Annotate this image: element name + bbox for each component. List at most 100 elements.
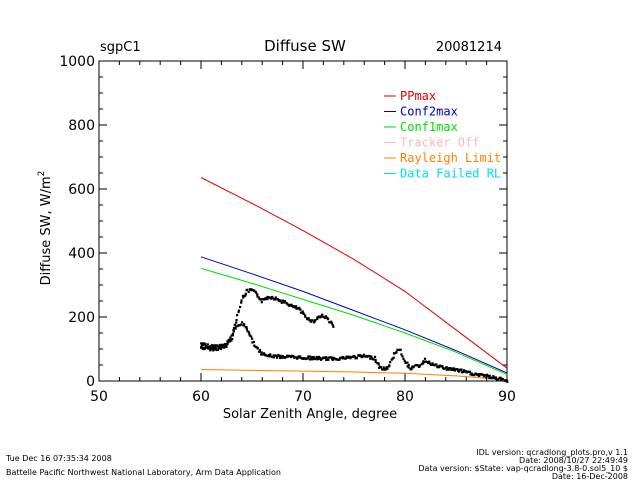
scatter-upper-point (237, 311, 240, 314)
scatter-lower-point (205, 344, 208, 348)
scatter-lower-point (446, 368, 449, 371)
scatter-lower-point (281, 355, 284, 358)
scatter-lower-point (401, 355, 404, 358)
site-label: sgpC1 (100, 40, 141, 55)
scatter-lower-point (312, 358, 315, 361)
x-tick-label: 50 (90, 389, 108, 405)
scatter-lower-point (359, 354, 362, 357)
scatter-lower-point (324, 356, 328, 359)
scatter-lower-point (260, 353, 263, 356)
scatter-lower-point (474, 372, 477, 375)
scatter-lower-point (252, 340, 255, 343)
scatter-lower-point (381, 368, 384, 371)
line-conf2max (200, 256, 508, 374)
scatter-lower-point (209, 346, 212, 349)
scatter-upper-point (209, 347, 212, 350)
scatter-upper-point (214, 347, 217, 350)
scatter-lower-point (310, 356, 314, 359)
footer-data-version: Data version: $State: vap-qcradlong-3.8-… (418, 464, 628, 473)
scatter-lower-point (201, 342, 204, 345)
scatter-upper-point (331, 323, 334, 327)
scatter-lower-point (230, 334, 233, 337)
scatter-lower-point (479, 373, 482, 376)
scatter-lower-point (451, 367, 454, 370)
scatter-lower-point (318, 356, 321, 359)
scatter-lower-point (491, 377, 494, 380)
scatter-lower-point (417, 364, 420, 367)
series-lines (200, 177, 508, 381)
scatter-upper-point (290, 305, 293, 308)
scatter-upper-point (298, 306, 301, 309)
footer-timestamp: Tue Dec 16 07:35:34 2008 (5, 454, 112, 463)
scatter-lower-point (431, 363, 434, 366)
scatter-lower-point (232, 330, 235, 333)
scatter-lower-point (458, 370, 461, 373)
scatter-lower-point (280, 356, 284, 359)
scatter-lower-point (238, 324, 241, 327)
scatter-lower-point (444, 367, 447, 370)
scatter-upper-point (231, 337, 234, 341)
scatter-lower-point (473, 374, 476, 377)
scatter-upper-point (240, 299, 243, 302)
scatter-upper-point (236, 314, 239, 317)
scatter-lower-point (374, 361, 377, 364)
scatter-upper-point (276, 298, 279, 301)
footer-data-date: Date: 16-Dec-2008 (552, 472, 628, 480)
scatter-upper-point (290, 303, 293, 306)
legend-label-conf2max: Conf2max (400, 105, 458, 119)
scatter-lower-point (275, 356, 279, 359)
scatter-lower-point (388, 364, 391, 367)
scatter-upper-point (200, 345, 203, 348)
scatter-lower-point (487, 374, 490, 377)
scatter-lower-point (316, 358, 319, 361)
legend-label-conf1max: Conf1max (400, 120, 458, 134)
scatter-lower-point (446, 367, 450, 370)
scatter-lower-point (419, 364, 422, 367)
y-axis-label-text: Diffuse SW, W/m (39, 176, 54, 285)
scatter-lower-point (396, 348, 400, 351)
scatter-lower-point (246, 330, 249, 333)
scatter-lower-point (438, 364, 441, 367)
scatter-upper-point (295, 307, 298, 310)
scatter-lower-point (402, 357, 405, 360)
scatter-upper-point (299, 311, 303, 314)
scatter-lower-point (339, 356, 342, 359)
x-tick-label: 90 (498, 389, 516, 405)
scatter-lower-point (410, 367, 413, 371)
scatter-lower-point (314, 357, 317, 360)
scatter-lower-point (344, 357, 347, 360)
scatter-lower-point (452, 368, 455, 371)
scatter-upper-point (288, 304, 291, 307)
scatter-lower-point (386, 367, 389, 370)
scatter-lower-point (349, 357, 352, 360)
scatter-lower-point (463, 369, 466, 372)
scatter-lower-point (308, 355, 311, 358)
scatter-lower-point (212, 346, 215, 349)
scatter-upper-point (274, 296, 277, 299)
y-axis-label-group: Diffuse SW, W/m2 (37, 171, 54, 286)
scatter-lower-point (400, 353, 403, 356)
scatter-lower-point (231, 332, 235, 335)
scatter-lower-point (448, 368, 451, 371)
scatter-upper-point (221, 346, 224, 349)
scatter-lower-point (389, 361, 392, 364)
scatter-lower-point (256, 347, 259, 350)
y-axis-label-superscript: 2 (37, 171, 47, 177)
scatter-lower-point (226, 340, 229, 343)
scatter-lower-point (243, 324, 246, 327)
scatter-lower-point (384, 368, 387, 371)
scatter-upper-point (258, 298, 261, 301)
scatter-upper-point (283, 300, 287, 303)
scatter-lower-point (379, 366, 382, 369)
scatter-upper-point (223, 346, 226, 349)
scatter-lower-point (267, 353, 270, 357)
scatter-lower-point (332, 356, 335, 359)
scatter-upper-point (304, 315, 307, 318)
scatter-upper-point (304, 314, 307, 317)
scatter-lower-point (501, 377, 504, 381)
scatter-lower-point (206, 345, 209, 348)
x-axis-label: Solar Zenith Angle, degree (223, 407, 397, 422)
line-rayleigh-limit (200, 369, 508, 381)
scatter-upper-point (330, 322, 334, 325)
